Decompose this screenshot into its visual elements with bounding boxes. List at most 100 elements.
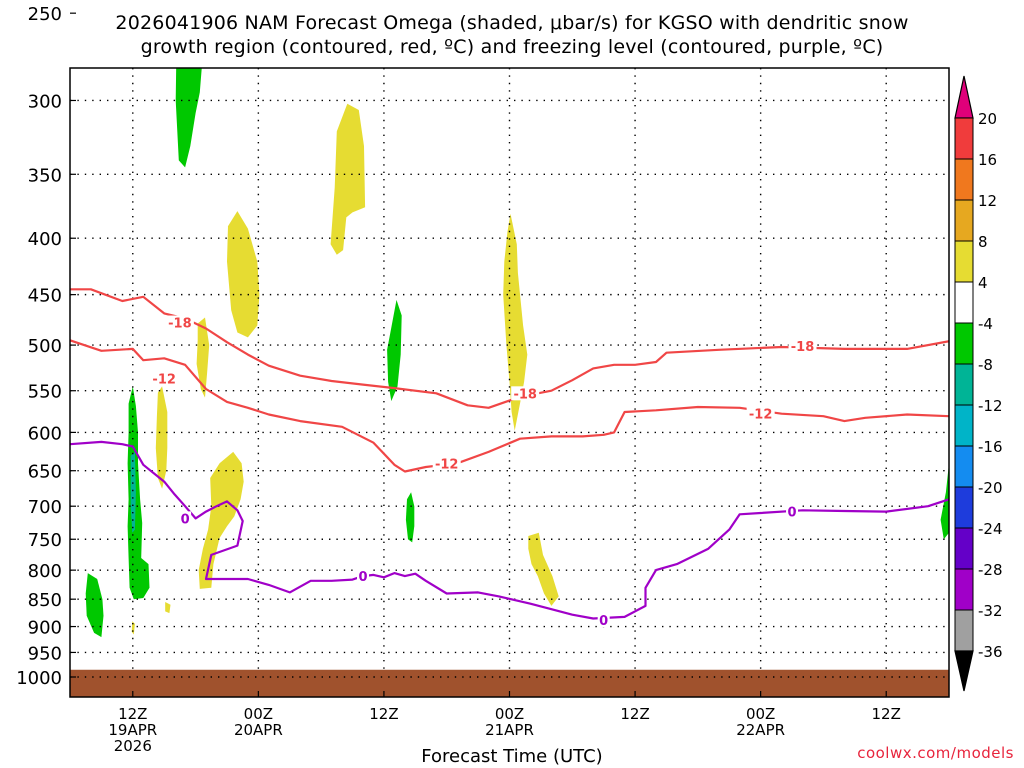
colorbar-label-10: -20	[978, 479, 1003, 497]
colorbar-box-3	[954, 199, 974, 242]
colorbar-label-2: 16	[978, 151, 997, 169]
contour-label-freezing_level-1: 0	[181, 512, 190, 527]
colorbar-label-3: 12	[978, 192, 997, 210]
colorbar-label-13: -32	[978, 602, 1003, 620]
colorbar-label-6: -4	[978, 315, 993, 333]
contour-label-dgz_bottom-3: -12	[749, 408, 773, 423]
contour-label-dgz_top-2: -18	[513, 387, 537, 402]
x-tick-label-2-2: 20APR	[234, 721, 283, 739]
x-tick-label-1-1: 12Z	[118, 705, 147, 723]
colorbar-bottom-arrow	[954, 650, 974, 692]
colorbar-label-9: -16	[978, 438, 1003, 456]
colorbar-label-5: 4	[978, 274, 988, 292]
y-tick-label-850: 850	[28, 590, 62, 611]
colorbar-box-9	[954, 445, 974, 488]
axes: 250 300 350 400 450 500 550 600 650 700 750 800 850 9…	[16, 4, 950, 755]
x-tick-label-1-3: 2026	[114, 737, 152, 755]
omega-region-1	[175, 68, 202, 168]
y-tick-label-700: 700	[28, 497, 62, 518]
y-tick-label-500: 500	[28, 336, 62, 357]
colorbar-box-6	[954, 322, 974, 365]
contour-label-bg	[165, 315, 194, 330]
contour-label-bg	[597, 613, 610, 628]
y-tick-label-350: 350	[28, 165, 62, 186]
contour-label-dgz_top-1: -18	[168, 317, 192, 332]
colorbar-box-2	[954, 158, 974, 201]
omega-region-10	[198, 451, 244, 589]
colorbar-label-14: -36	[978, 643, 1003, 661]
colorbar-box-5	[954, 281, 974, 324]
x-tick-label-5-1: 12Z	[620, 705, 649, 723]
colorbar-label-4: 8	[978, 233, 988, 251]
omega-region-12	[405, 492, 415, 543]
colorbar-box-10	[954, 486, 974, 529]
omega-region-13	[528, 532, 559, 606]
contour-label-dgz_top-3: -18	[791, 340, 815, 355]
colorbar-box-7	[954, 363, 974, 406]
colorbar-label-7: -8	[978, 356, 993, 374]
omega-region-11	[85, 573, 104, 638]
contour-label-bg	[788, 339, 817, 354]
contour-label-freezing_level-3: 0	[599, 614, 608, 629]
contour-label-freezing_level-4: 0	[788, 506, 797, 521]
colorbar-box-1	[954, 117, 974, 160]
x-tick-label-3-1: 12Z	[369, 705, 398, 723]
y-tick-label-800: 800	[28, 561, 62, 582]
x-tick-label-6-1: 00Z	[746, 705, 775, 723]
contour-label-bg	[150, 371, 179, 386]
omega-region-8	[130, 451, 136, 533]
colorbar-box-12	[954, 568, 974, 611]
colorbar-box-11	[954, 527, 974, 570]
chart-title-line-2: growth region (contoured, red, ºC) and f…	[140, 36, 884, 58]
contour-freezing_level	[70, 440, 949, 620]
contour-label-bg	[511, 386, 540, 401]
omega-region-4	[196, 317, 210, 398]
x-tick-label-4-2: 21APR	[485, 721, 534, 739]
y-tick-label-750: 750	[28, 530, 62, 551]
contour-label-bg	[179, 511, 192, 526]
y-tick-label-400: 400	[28, 229, 62, 250]
x-tick-label-6-2: 22APR	[736, 721, 785, 739]
colorbar-label-11: -24	[978, 520, 1003, 538]
omega-region-7	[127, 386, 150, 600]
omega-region-9	[155, 386, 168, 489]
grid-lines	[70, 68, 949, 697]
omega-region-3	[227, 211, 260, 338]
x-tick-label-4-1: 00Z	[495, 705, 524, 723]
y-tick-label-600: 600	[28, 423, 62, 444]
y-tick-label-450: 450	[28, 286, 62, 307]
contour-label-freezing_level-2: 0	[358, 570, 367, 585]
contour-label-bg	[746, 406, 775, 421]
y-tick-label-300: 300	[28, 91, 62, 112]
colorbar-label-12: -28	[978, 561, 1003, 579]
y-tick-label-950: 950	[28, 643, 62, 664]
x-axis-label: Forecast Time (UTC)	[421, 746, 603, 767]
colorbar-box-8	[954, 404, 974, 447]
y-tick-label-250: 250	[28, 4, 62, 25]
y-tick-label-1000: 1000	[16, 668, 62, 689]
chart-title-line-1: 2026041906 NAM Forecast Omega (shaded, μ…	[115, 12, 909, 34]
omega-region-5	[387, 299, 402, 402]
contour-label-bg	[432, 456, 461, 471]
contour-label-bg	[786, 504, 799, 519]
colorbar-label-1: 20	[978, 110, 997, 128]
omega-region-2	[330, 103, 366, 255]
y-tick-label-900: 900	[28, 618, 62, 639]
omega-shaded-regions	[85, 68, 949, 638]
contour-label-dgz_bottom-2: -12	[435, 457, 459, 472]
contour-label-dgz_bottom-1: -12	[152, 372, 176, 387]
x-tick-label-7-1: 12Z	[872, 705, 901, 723]
contour-label-bg	[357, 569, 369, 584]
omega-region-14	[165, 602, 171, 614]
y-tick-label-650: 650	[28, 462, 62, 483]
credit-link[interactable]: coolwx.com/models	[857, 744, 1014, 762]
x-tick-label-1-2: 19APR	[108, 721, 157, 739]
colorbar-box-13	[954, 609, 974, 652]
y-tick-label-550: 550	[28, 382, 62, 403]
colorbar: 20 16 12 8 4 -4 -8 -12 -16 -20 -24 -28 -32 -36	[954, 75, 1003, 692]
colorbar-top-arrow	[954, 75, 974, 119]
colorbar-box-4	[954, 240, 974, 283]
contour-lines: -18 -18 -18 -12 -12 -12 0 0 0 0	[70, 288, 949, 629]
colorbar-label-8: -12	[978, 397, 1003, 415]
